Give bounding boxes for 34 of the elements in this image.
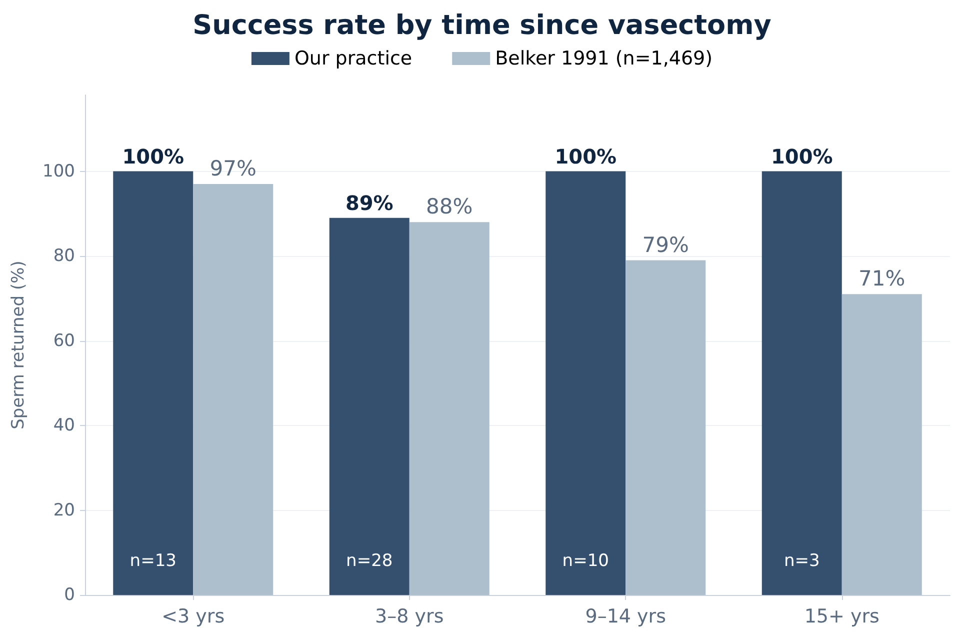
data-label: 79% <box>642 232 689 257</box>
y-tick-label: 40 <box>53 416 75 436</box>
annotation: n=13 <box>130 551 176 572</box>
annotation: n=28 <box>346 551 393 572</box>
y-tick-label: 100 <box>42 161 75 182</box>
bar <box>842 294 922 595</box>
data-label: 89% <box>345 190 394 215</box>
x-tick-label: 3–8 yrs <box>375 606 444 628</box>
chart-title: Success rate by time since vasectomy <box>192 10 772 41</box>
data-label: 100% <box>554 144 617 168</box>
y-tick-label: 60 <box>53 330 75 351</box>
y-tick-label: 80 <box>53 246 75 266</box>
annotation: n=3 <box>784 551 820 572</box>
x-tick-label: <3 yrs <box>162 606 225 628</box>
data-label: 97% <box>210 156 256 180</box>
bar <box>113 171 194 595</box>
y-tick-label: 0 <box>64 585 75 605</box>
legend-label: Belker 1991 (n=1,469) <box>495 48 713 70</box>
legend-label: Our practice <box>294 48 412 70</box>
y-axis-title: Sperm returned (%) <box>8 260 28 430</box>
annotation: n=10 <box>562 551 609 572</box>
data-label: 71% <box>858 266 906 291</box>
bar <box>409 222 490 595</box>
bar <box>546 171 626 595</box>
y-tick-label: 20 <box>53 500 75 520</box>
x-tick-label: 15+ yrs <box>804 606 880 628</box>
data-label: 100% <box>122 144 184 168</box>
bar <box>626 260 706 595</box>
bar <box>329 218 410 595</box>
bar <box>762 171 842 595</box>
data-label: 88% <box>426 194 473 219</box>
bar <box>193 184 274 595</box>
x-tick-label: 9–14 yrs <box>585 606 666 628</box>
data-label: 100% <box>770 144 833 168</box>
